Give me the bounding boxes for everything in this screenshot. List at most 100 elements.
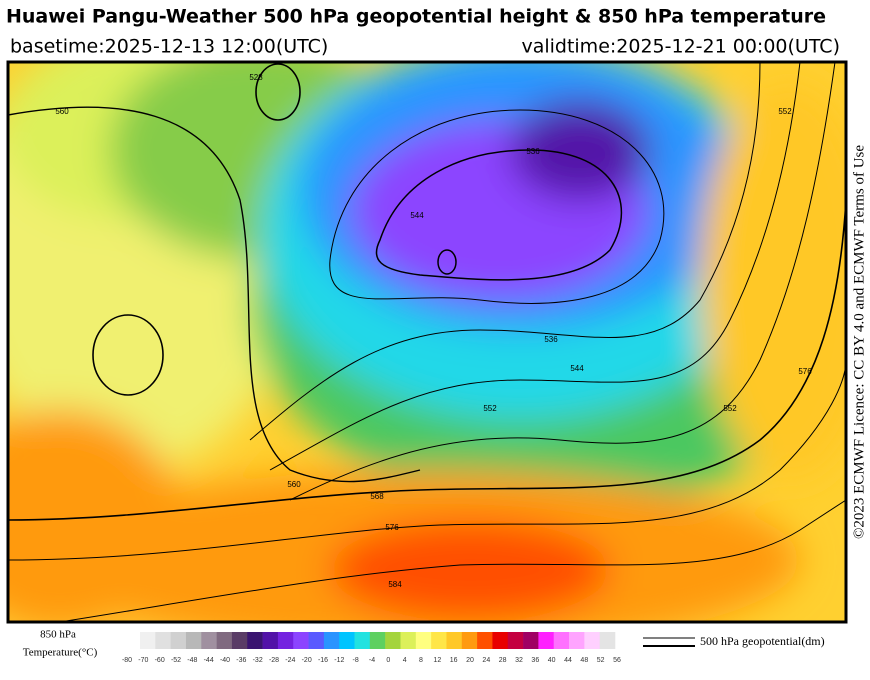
colorbar-tick-label: -16 bbox=[318, 657, 328, 664]
colorbar-tick-label: 4 bbox=[403, 657, 407, 664]
contour-label: 552 bbox=[723, 404, 737, 413]
contour-label: 552 bbox=[483, 404, 497, 413]
basetime: basetime:2025-12-13 12:00(UTC) bbox=[10, 36, 328, 58]
contour-label: 560 bbox=[55, 107, 69, 116]
colorbar-tick-label: 0 bbox=[386, 657, 390, 664]
colorbar-tick-label: 16 bbox=[450, 657, 458, 664]
colorbar-box bbox=[523, 632, 539, 649]
colorbar-tick-label: 20 bbox=[466, 657, 474, 664]
legend-label: 500 hPa geopotential(dm) bbox=[700, 634, 825, 648]
contour-line bbox=[375, 149, 623, 281]
colorbar-box bbox=[339, 632, 355, 649]
colorbar-box bbox=[247, 632, 263, 649]
colorbar-tick-label: -32 bbox=[253, 657, 263, 664]
colorbar-box bbox=[323, 632, 340, 649]
colorbar-tick-label: -28 bbox=[269, 657, 279, 664]
temperature-field bbox=[8, 62, 846, 622]
contour-labels: 560 528 552 544 536 552 568 576 584 560 … bbox=[55, 73, 812, 589]
colorbar-tick-label: 24 bbox=[482, 657, 490, 664]
colorbar-tick-label: -20 bbox=[302, 657, 312, 664]
colorbar-box bbox=[231, 632, 248, 649]
colorbar-title: Temperature(°C) bbox=[23, 647, 98, 659]
colorbar-tick-label: 56 bbox=[613, 657, 621, 664]
colorbar-box bbox=[216, 632, 233, 649]
colorbar-box bbox=[584, 632, 600, 649]
contour-line bbox=[437, 249, 457, 275]
title: Huawei Pangu-Weather 500 hPa geopotentia… bbox=[6, 6, 826, 28]
colorbar-box bbox=[538, 632, 555, 649]
colorbar-box bbox=[553, 632, 570, 649]
contour-label: 576 bbox=[798, 367, 812, 376]
colorbar-tick-label: -8 bbox=[353, 657, 359, 664]
contour-line bbox=[59, 499, 846, 622]
colorbar-tick-label: -70 bbox=[138, 657, 148, 664]
contour-label: 536 bbox=[526, 147, 540, 156]
field-region bbox=[510, 100, 650, 200]
colorbar-box bbox=[492, 632, 509, 649]
colorbar: -80 -70 -60 -52 -48 -44 -40 -36 -32 -28 -24 -20 -16-… bbox=[122, 632, 621, 664]
colorbar-tick-label: -4 bbox=[369, 657, 375, 664]
colorbar-box bbox=[140, 632, 156, 649]
colorbar-box bbox=[599, 632, 616, 649]
colorbar-box bbox=[400, 632, 417, 649]
colorbar-box bbox=[262, 632, 279, 649]
colorbar-tick-label: -80 bbox=[122, 657, 132, 664]
license: ©2023 ECMWF Licence: CC BY 4.0 and ECMWF… bbox=[851, 145, 867, 539]
contour-label: 544 bbox=[410, 211, 424, 220]
contour-label: 584 bbox=[388, 580, 402, 589]
contour-label: 568 bbox=[370, 492, 384, 501]
colorbar-tick-label: -48 bbox=[187, 657, 197, 664]
colorbar-tick-label: -24 bbox=[285, 657, 295, 664]
colorbar-box bbox=[461, 632, 478, 649]
colorbar-tick-label: 12 bbox=[433, 657, 441, 664]
colorbar-box bbox=[477, 632, 493, 649]
contour-label: 560 bbox=[287, 480, 301, 489]
colorbar-box bbox=[415, 632, 432, 649]
colorbar-box bbox=[507, 632, 524, 649]
colorbar-tick-label: 36 bbox=[531, 657, 539, 664]
map-field: 560 528 552 544 536 552 568 576 584 560 … bbox=[8, 62, 846, 622]
field-region bbox=[8, 410, 180, 622]
contour-line bbox=[289, 62, 836, 501]
colorbar-tick-label: 40 bbox=[548, 657, 556, 664]
map-frame bbox=[6, 60, 848, 624]
validtime: validtime:2025-12-21 00:00(UTC) bbox=[521, 36, 840, 58]
contour-line bbox=[8, 106, 421, 483]
contour-line bbox=[329, 109, 665, 304]
colorbar-box bbox=[277, 632, 294, 649]
colorbar-box bbox=[293, 632, 309, 649]
colorbar-box bbox=[431, 632, 447, 649]
contour-line bbox=[8, 199, 846, 521]
colorbar-tick-label: 52 bbox=[597, 657, 605, 664]
contour-label: 544 bbox=[570, 364, 584, 373]
field-region bbox=[330, 520, 610, 620]
colorbar-box bbox=[185, 632, 202, 649]
colorbar-box bbox=[201, 632, 217, 649]
colorbar-tick-label: 8 bbox=[419, 657, 423, 664]
colorbar-tick-label: -52 bbox=[171, 657, 181, 664]
colorbar-tick-label: 32 bbox=[515, 657, 523, 664]
contour-label: 576 bbox=[385, 523, 399, 532]
colorbar-box bbox=[369, 632, 386, 649]
colorbar-box bbox=[446, 632, 463, 649]
colorbar-box bbox=[385, 632, 401, 649]
colorbar-box bbox=[354, 632, 371, 649]
contour-line bbox=[269, 62, 801, 471]
contour-label: 552 bbox=[778, 107, 792, 116]
contour-line bbox=[249, 62, 761, 441]
contour-line bbox=[255, 63, 301, 121]
colorbar-box bbox=[569, 632, 585, 649]
colorbar-tick-label: -40 bbox=[220, 657, 230, 664]
colorbar-tick-label: -44 bbox=[204, 657, 214, 664]
colorbar-tick-label: 44 bbox=[564, 657, 572, 664]
contour-label: 528 bbox=[249, 73, 263, 82]
height-contours bbox=[8, 62, 846, 622]
contour-line bbox=[8, 359, 846, 561]
colorbar-box bbox=[170, 632, 187, 649]
contour-label: 536 bbox=[544, 335, 558, 344]
colorbar-tick-label: -60 bbox=[155, 657, 165, 664]
colorbar-tick-label: 28 bbox=[499, 657, 507, 664]
colorbar-tick-label: -12 bbox=[334, 657, 344, 664]
